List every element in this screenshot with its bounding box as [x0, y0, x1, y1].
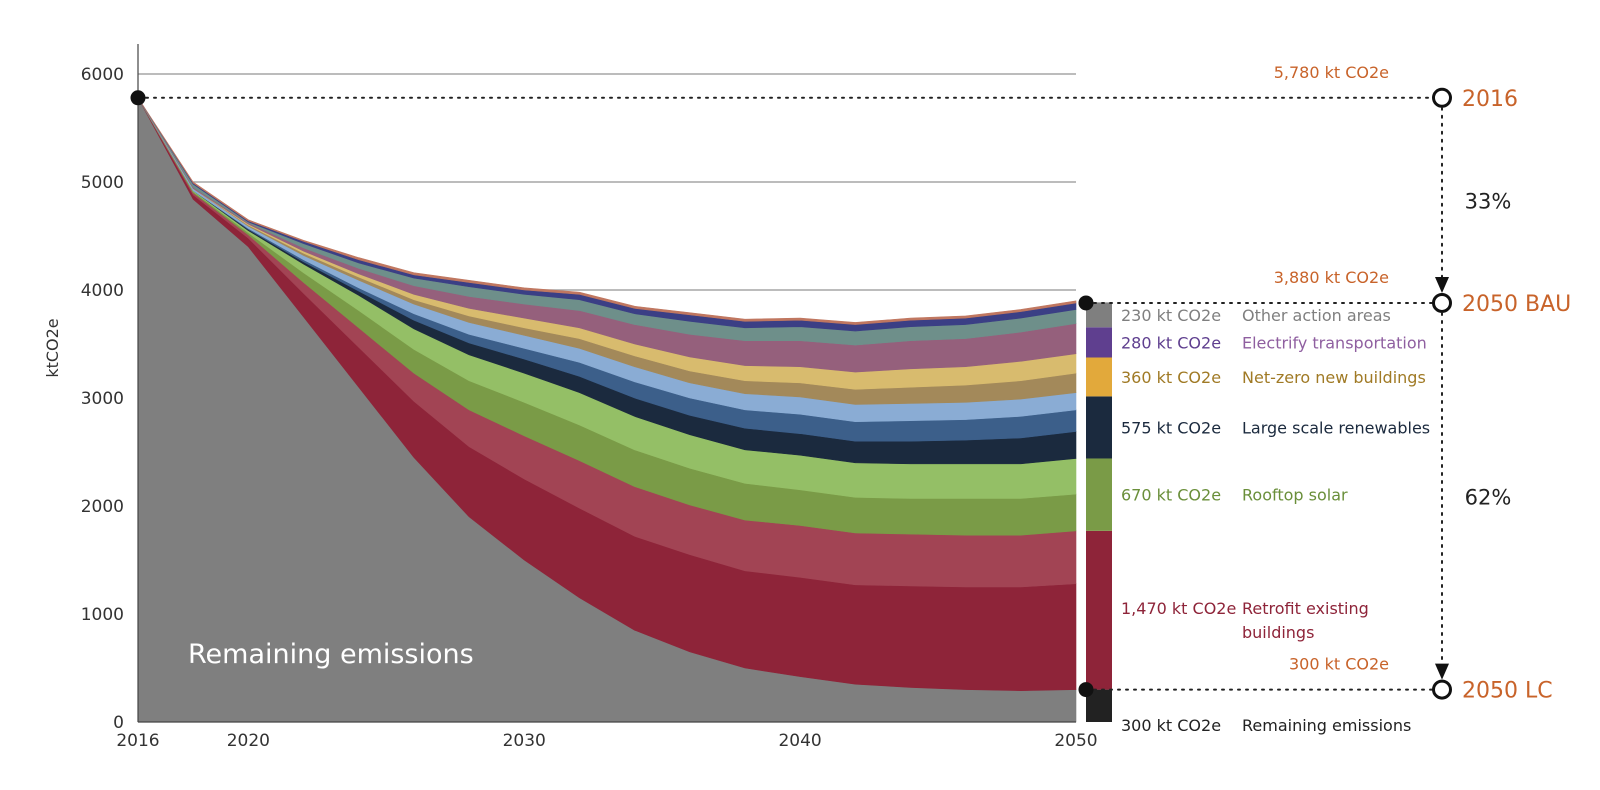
- bar-label-6: Remaining emissions: [1242, 716, 1411, 735]
- y-tick-label-1000: 1000: [81, 605, 124, 625]
- stacked-areas: [137, 97, 1077, 723]
- reference-year-2: 2050 LC: [1462, 679, 1553, 704]
- bar-label-4: Rooftop solar: [1242, 486, 1348, 505]
- reference-circle-0: [1432, 87, 1452, 108]
- reduction-label-0: 33%: [1465, 189, 1512, 213]
- area-series-13: [137, 97, 1077, 325]
- reference-circle-2: [1432, 679, 1452, 700]
- y-tick-label-3000: 3000: [81, 389, 124, 409]
- x-tick-label-2016: 2016: [116, 731, 159, 751]
- y-tick-label-4000: 4000: [81, 281, 124, 301]
- reference-year-1: 2050 BAU: [1462, 292, 1571, 317]
- y-tick-label-2000: 2000: [81, 497, 124, 517]
- reference-circle-1: [1432, 292, 1452, 313]
- bar-amount-4: 670 kt CO2e: [1121, 486, 1221, 505]
- bar-label-5-line-0: Retrofit existing: [1242, 599, 1369, 618]
- bar-segment-3: [1086, 396, 1112, 459]
- y-axis-title: ktCO2e: [43, 318, 62, 377]
- breakdown-bar: 300 kt CO2e Remaining emissions 1,470 kt C…: [1077, 302, 1430, 735]
- reference-value-1: 3,880 kt CO2e: [1274, 268, 1389, 287]
- reduction-arrowhead-1: [1435, 663, 1449, 680]
- reference-markers: 5,780 kt CO2e 2016 3,880 kt CO2e 2050 BAU 30…: [130, 63, 1571, 704]
- reference-year-0: 2016: [1462, 87, 1518, 112]
- bar-segment-2: [1086, 357, 1112, 397]
- bar-label-3: Large scale renewables: [1242, 418, 1430, 437]
- bar-amount-5: 1,470 kt CO2e: [1121, 599, 1236, 618]
- reference-value-0: 5,780 kt CO2e: [1274, 63, 1389, 82]
- axes: 0 1000 2000 3000 4000 5000 6000 2016 2020 2030 204…: [81, 44, 1098, 751]
- reduction-arrowhead-0: [1435, 276, 1449, 293]
- remaining-emissions-overlay-label: Remaining emissions: [188, 639, 474, 670]
- reference-dot-1: [1078, 295, 1094, 311]
- x-tick-label-2030: 2030: [503, 731, 546, 751]
- bar-label-0: Other action areas: [1242, 306, 1391, 325]
- reference-value-2: 300 kt CO2e: [1289, 655, 1389, 674]
- x-tick-label-2040: 2040: [778, 731, 821, 751]
- bar-label-2: Net-zero new buildings: [1242, 368, 1426, 387]
- bar-segment-1: [1086, 327, 1112, 358]
- bar-amount-0: 230 kt CO2e: [1121, 306, 1221, 325]
- bar-amount-2: 360 kt CO2e: [1121, 368, 1221, 387]
- reference-dot-2: [1078, 682, 1094, 698]
- bar-amount-1: 280 kt CO2e: [1121, 333, 1221, 352]
- y-tick-label-0: 0: [113, 713, 124, 733]
- bar-label-1: Electrify transportation: [1242, 333, 1427, 352]
- bar-amount-6: 300 kt CO2e: [1121, 716, 1221, 735]
- x-tick-label-2020: 2020: [227, 731, 270, 751]
- bar-segment-4: [1086, 458, 1112, 531]
- bar-amount-3: 575 kt CO2e: [1121, 418, 1221, 437]
- bar-separator: [1077, 302, 1084, 722]
- bar-segment-5: [1086, 530, 1112, 690]
- x-tick-label-2050: 2050: [1054, 731, 1097, 751]
- bar-label-5-line-1: buildings: [1242, 623, 1314, 642]
- reference-dot-0: [130, 90, 146, 106]
- reduction-label-1: 62%: [1465, 485, 1512, 509]
- y-tick-label-5000: 5000: [81, 173, 124, 193]
- y-tick-label-6000: 6000: [81, 65, 124, 85]
